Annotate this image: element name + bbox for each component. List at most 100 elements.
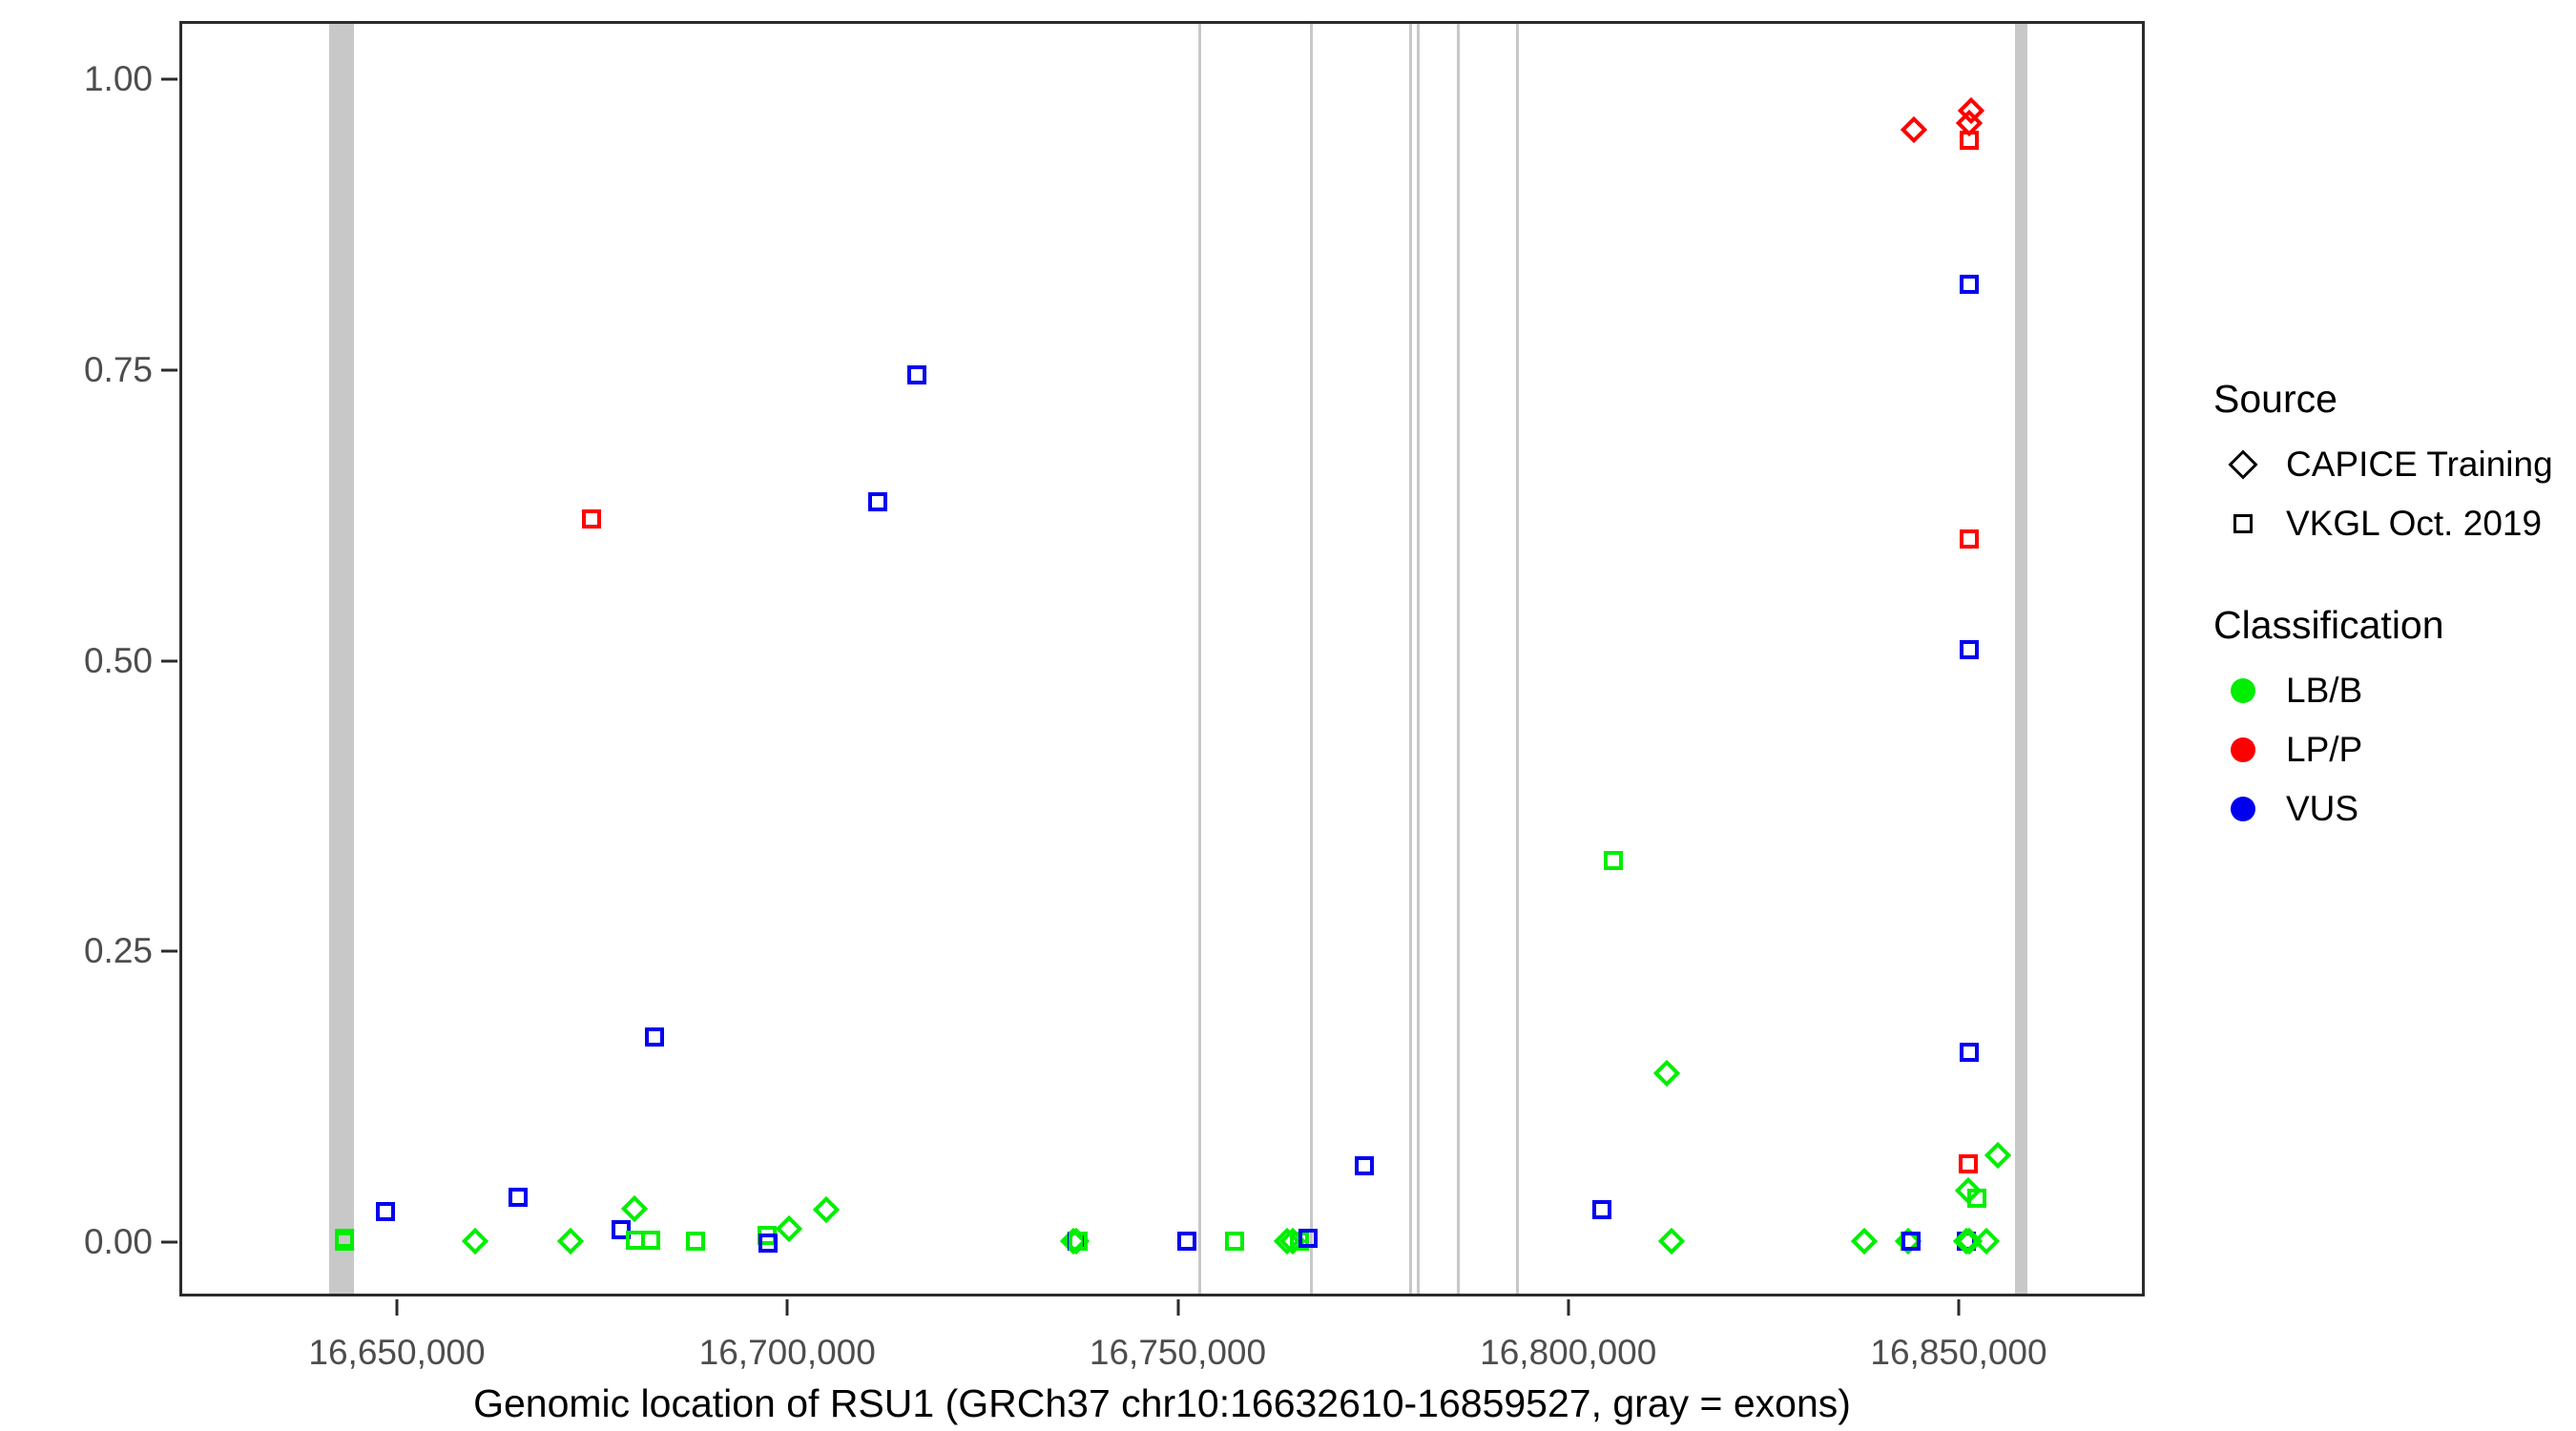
data-point: [621, 1195, 649, 1223]
data-point: [1960, 1042, 1980, 1062]
data-point: [1062, 1228, 1090, 1255]
exon-bar: [1416, 24, 1420, 1294]
data-point: [1960, 529, 1980, 550]
exon-bar: [1309, 24, 1313, 1294]
x-tick-mark: [395, 1299, 399, 1316]
y-tick-label: 0.00: [83, 1222, 153, 1261]
legend-item-label: LP/P: [2286, 730, 2363, 769]
data-point: [1960, 639, 1980, 659]
data-point: [867, 492, 887, 512]
data-point: [1289, 1232, 1309, 1252]
legend: Source CAPICE Training VKGL Oct. 2019 Class…: [2213, 377, 2557, 888]
data-point: [1224, 1232, 1244, 1252]
data-point: [1273, 1228, 1300, 1255]
data-point: [1956, 1232, 1976, 1252]
data-point: [906, 365, 926, 385]
data-point: [640, 1231, 660, 1251]
exon-bar: [1456, 24, 1460, 1294]
data-point: [1069, 1232, 1089, 1252]
data-point: [508, 1188, 528, 1208]
y-tick-label: 0.25: [83, 931, 153, 971]
data-point: [612, 1220, 632, 1240]
legend-group: Classification LB/B LP/P VUS: [2213, 603, 2557, 839]
data-point: [1298, 1228, 1318, 1248]
data-point: [581, 509, 601, 529]
legend-group-title: Classification: [2213, 603, 2444, 647]
data-point: [812, 1196, 841, 1224]
legend-group: Source CAPICE Training VKGL Oct. 2019: [2213, 377, 2557, 553]
legend-item-label: CAPICE Training: [2286, 445, 2553, 484]
legend-item[interactable]: LB/B: [2213, 661, 2557, 720]
x-tick-label: 16,650,000: [308, 1333, 486, 1372]
data-point: [1900, 115, 1928, 144]
data-point: [1850, 1228, 1878, 1255]
data-point: [1279, 1228, 1307, 1255]
plot-panel: [179, 21, 2145, 1296]
legend-item[interactable]: VKGL Oct. 2019: [2213, 494, 2557, 553]
exon-bar: [1409, 24, 1413, 1294]
data-point: [686, 1232, 706, 1252]
data-point: [626, 1231, 646, 1251]
x-tick-mark: [1957, 1299, 1961, 1316]
y-tick-label: 0.75: [83, 349, 153, 389]
diamond-glyph-icon: [2228, 449, 2258, 480]
x-tick-label: 16,750,000: [1089, 1333, 1267, 1372]
dot-key-icon: [2213, 661, 2273, 720]
data-point: [758, 1233, 779, 1253]
y-tick-label: 1.00: [83, 59, 153, 98]
data-point: [1966, 1189, 1986, 1209]
legend-item-label: VUS: [2286, 789, 2359, 828]
data-point: [1984, 1141, 2012, 1170]
exon-bar: [328, 24, 354, 1294]
data-point: [376, 1201, 396, 1221]
data-point: [1177, 1232, 1197, 1252]
legend-item[interactable]: VUS: [2213, 779, 2557, 839]
x-tick-label: 16,800,000: [1480, 1333, 1657, 1372]
data-point: [1603, 850, 1623, 870]
y-tick-mark: [161, 77, 177, 81]
data-point: [1955, 1176, 1983, 1204]
data-point: [757, 1226, 777, 1246]
legend-item-label: LB/B: [2286, 671, 2363, 710]
y-tick-mark: [161, 949, 177, 953]
x-axis-title: Genomic location of RSU1 (GRCh37 chr10:1…: [473, 1381, 1851, 1425]
legend-item-label: VKGL Oct. 2019: [2286, 504, 2543, 543]
x-tick-label: 16,850,000: [1870, 1333, 2047, 1372]
data-point: [776, 1214, 803, 1243]
diamond-key-icon: [2213, 435, 2273, 494]
data-point: [1956, 1228, 1984, 1255]
y-axis-title-container: CAPICE score (pathogenicity estimate): [8, 21, 357, 1296]
data-point: [1957, 97, 1984, 125]
x-tick-mark: [785, 1299, 789, 1316]
dot-key-icon: [2213, 779, 2273, 839]
data-point: [1354, 1156, 1374, 1176]
data-point: [461, 1228, 488, 1255]
y-tick-mark: [161, 1240, 177, 1244]
y-tick-label: 0.50: [83, 640, 153, 680]
data-point: [1901, 1232, 1921, 1252]
square-key-icon: [2213, 494, 2273, 553]
x-tick-mark: [1567, 1299, 1570, 1316]
legend-group-title: Source: [2213, 377, 2337, 421]
data-point: [1956, 109, 1984, 136]
y-tick-mark: [161, 659, 177, 662]
x-tick-label: 16,700,000: [698, 1333, 876, 1372]
data-point: [1653, 1059, 1681, 1087]
data-point: [1060, 1228, 1088, 1255]
exon-bar: [1197, 24, 1201, 1294]
data-point: [1973, 1228, 2001, 1255]
data-point: [1960, 130, 1980, 150]
square-glyph-icon: [2233, 514, 2253, 533]
data-point: [1895, 1228, 1922, 1255]
data-point: [1960, 275, 1980, 295]
exon-bar: [1515, 24, 1519, 1294]
dot-glyph-icon: [2231, 737, 2255, 762]
dot-glyph-icon: [2231, 797, 2255, 821]
legend-item[interactable]: CAPICE Training: [2213, 435, 2557, 494]
data-point: [644, 1027, 664, 1047]
legend-item[interactable]: LP/P: [2213, 720, 2557, 779]
data-point: [1068, 1232, 1088, 1252]
dot-glyph-icon: [2231, 678, 2255, 703]
dot-key-icon: [2213, 720, 2273, 779]
